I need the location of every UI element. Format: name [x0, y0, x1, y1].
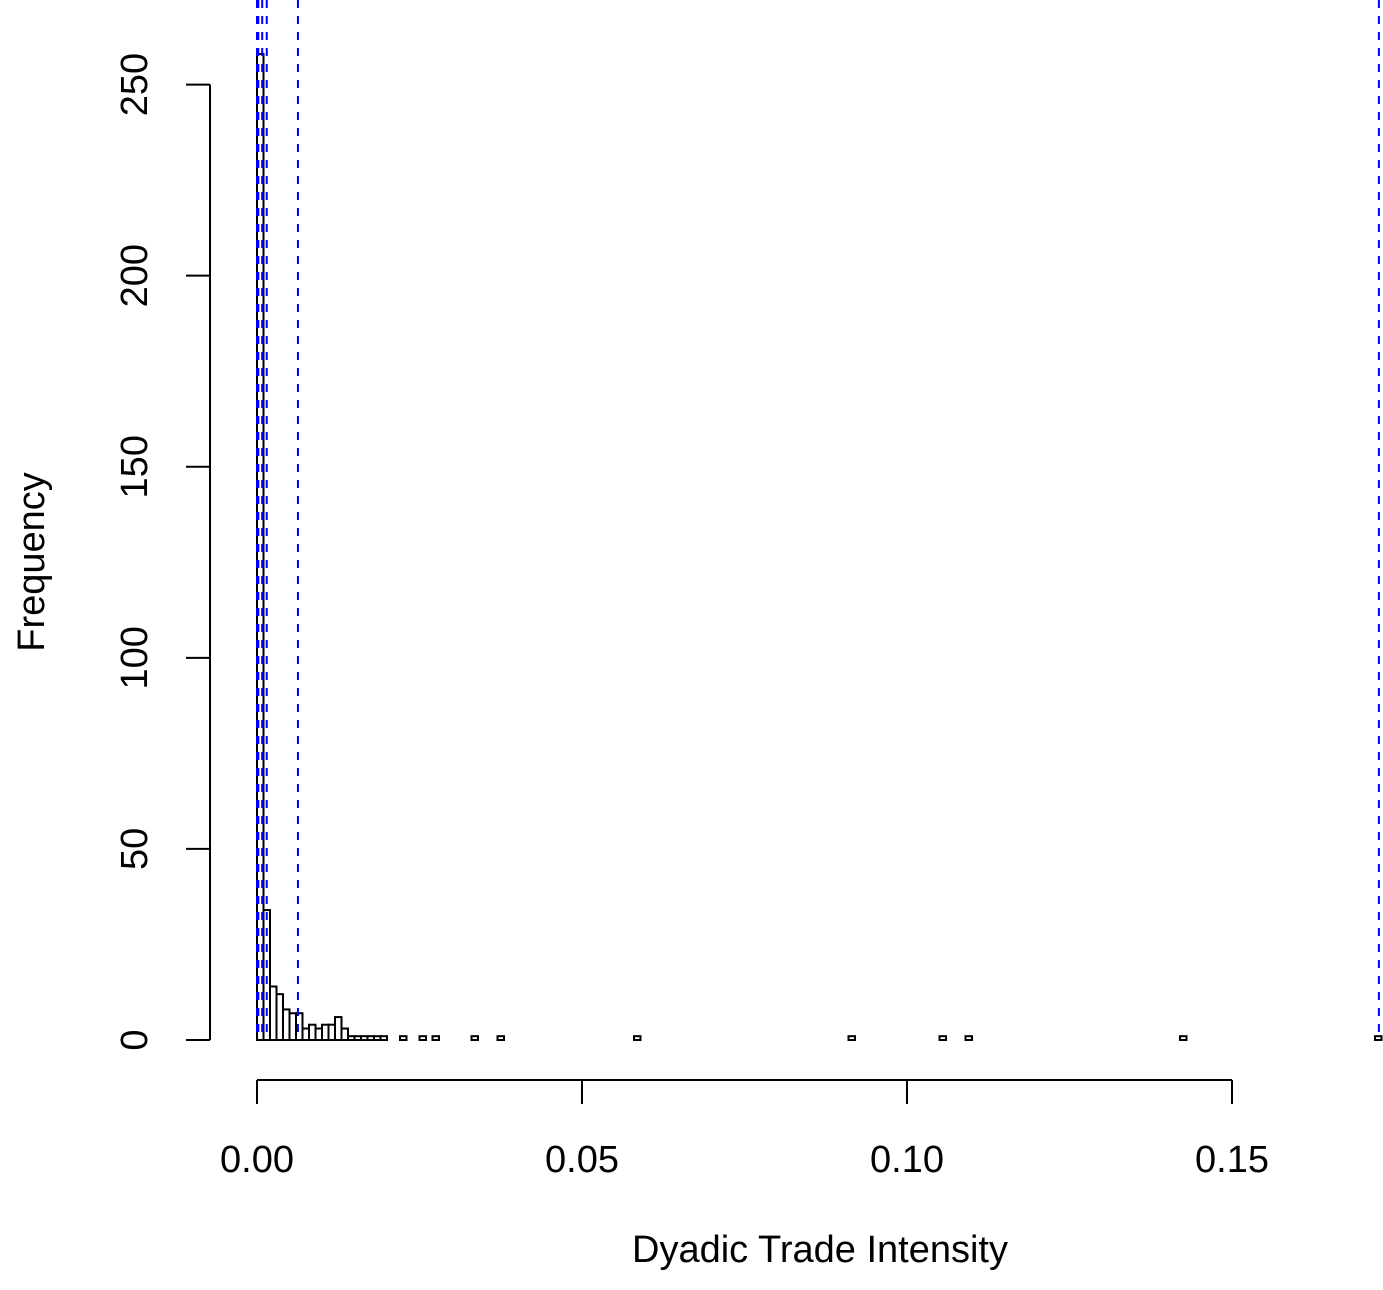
bar [379, 1035, 388, 1042]
x-tick-label: 0.05 [545, 1139, 619, 1181]
x-tick-label: 0.10 [870, 1139, 944, 1181]
y-tick-label: 200 [114, 244, 156, 307]
y-axis-label: Frequency [11, 472, 53, 652]
bar [470, 1035, 479, 1042]
y-tick-label: 150 [114, 435, 156, 498]
x-tick-label: 0.15 [1195, 1139, 1269, 1181]
bar [938, 1035, 947, 1042]
y-tick-label: 100 [114, 626, 156, 689]
bar [262, 909, 271, 1041]
bar [633, 1035, 642, 1042]
bar [340, 1027, 349, 1042]
bar [847, 1035, 856, 1042]
bar [1179, 1035, 1188, 1042]
bar [399, 1035, 408, 1042]
x-axis-label: Dyadic Trade Intensity [632, 1229, 1008, 1271]
bar [964, 1035, 973, 1042]
y-tick-label: 0 [114, 1029, 156, 1050]
bar [496, 1035, 505, 1042]
y-tick-label: 50 [114, 828, 156, 870]
y-tick-label: 250 [114, 53, 156, 116]
bar [295, 1012, 304, 1041]
bar [418, 1035, 427, 1042]
bar [1374, 1035, 1383, 1042]
x-tick-label: 0.00 [220, 1139, 294, 1181]
bar [431, 1035, 440, 1042]
